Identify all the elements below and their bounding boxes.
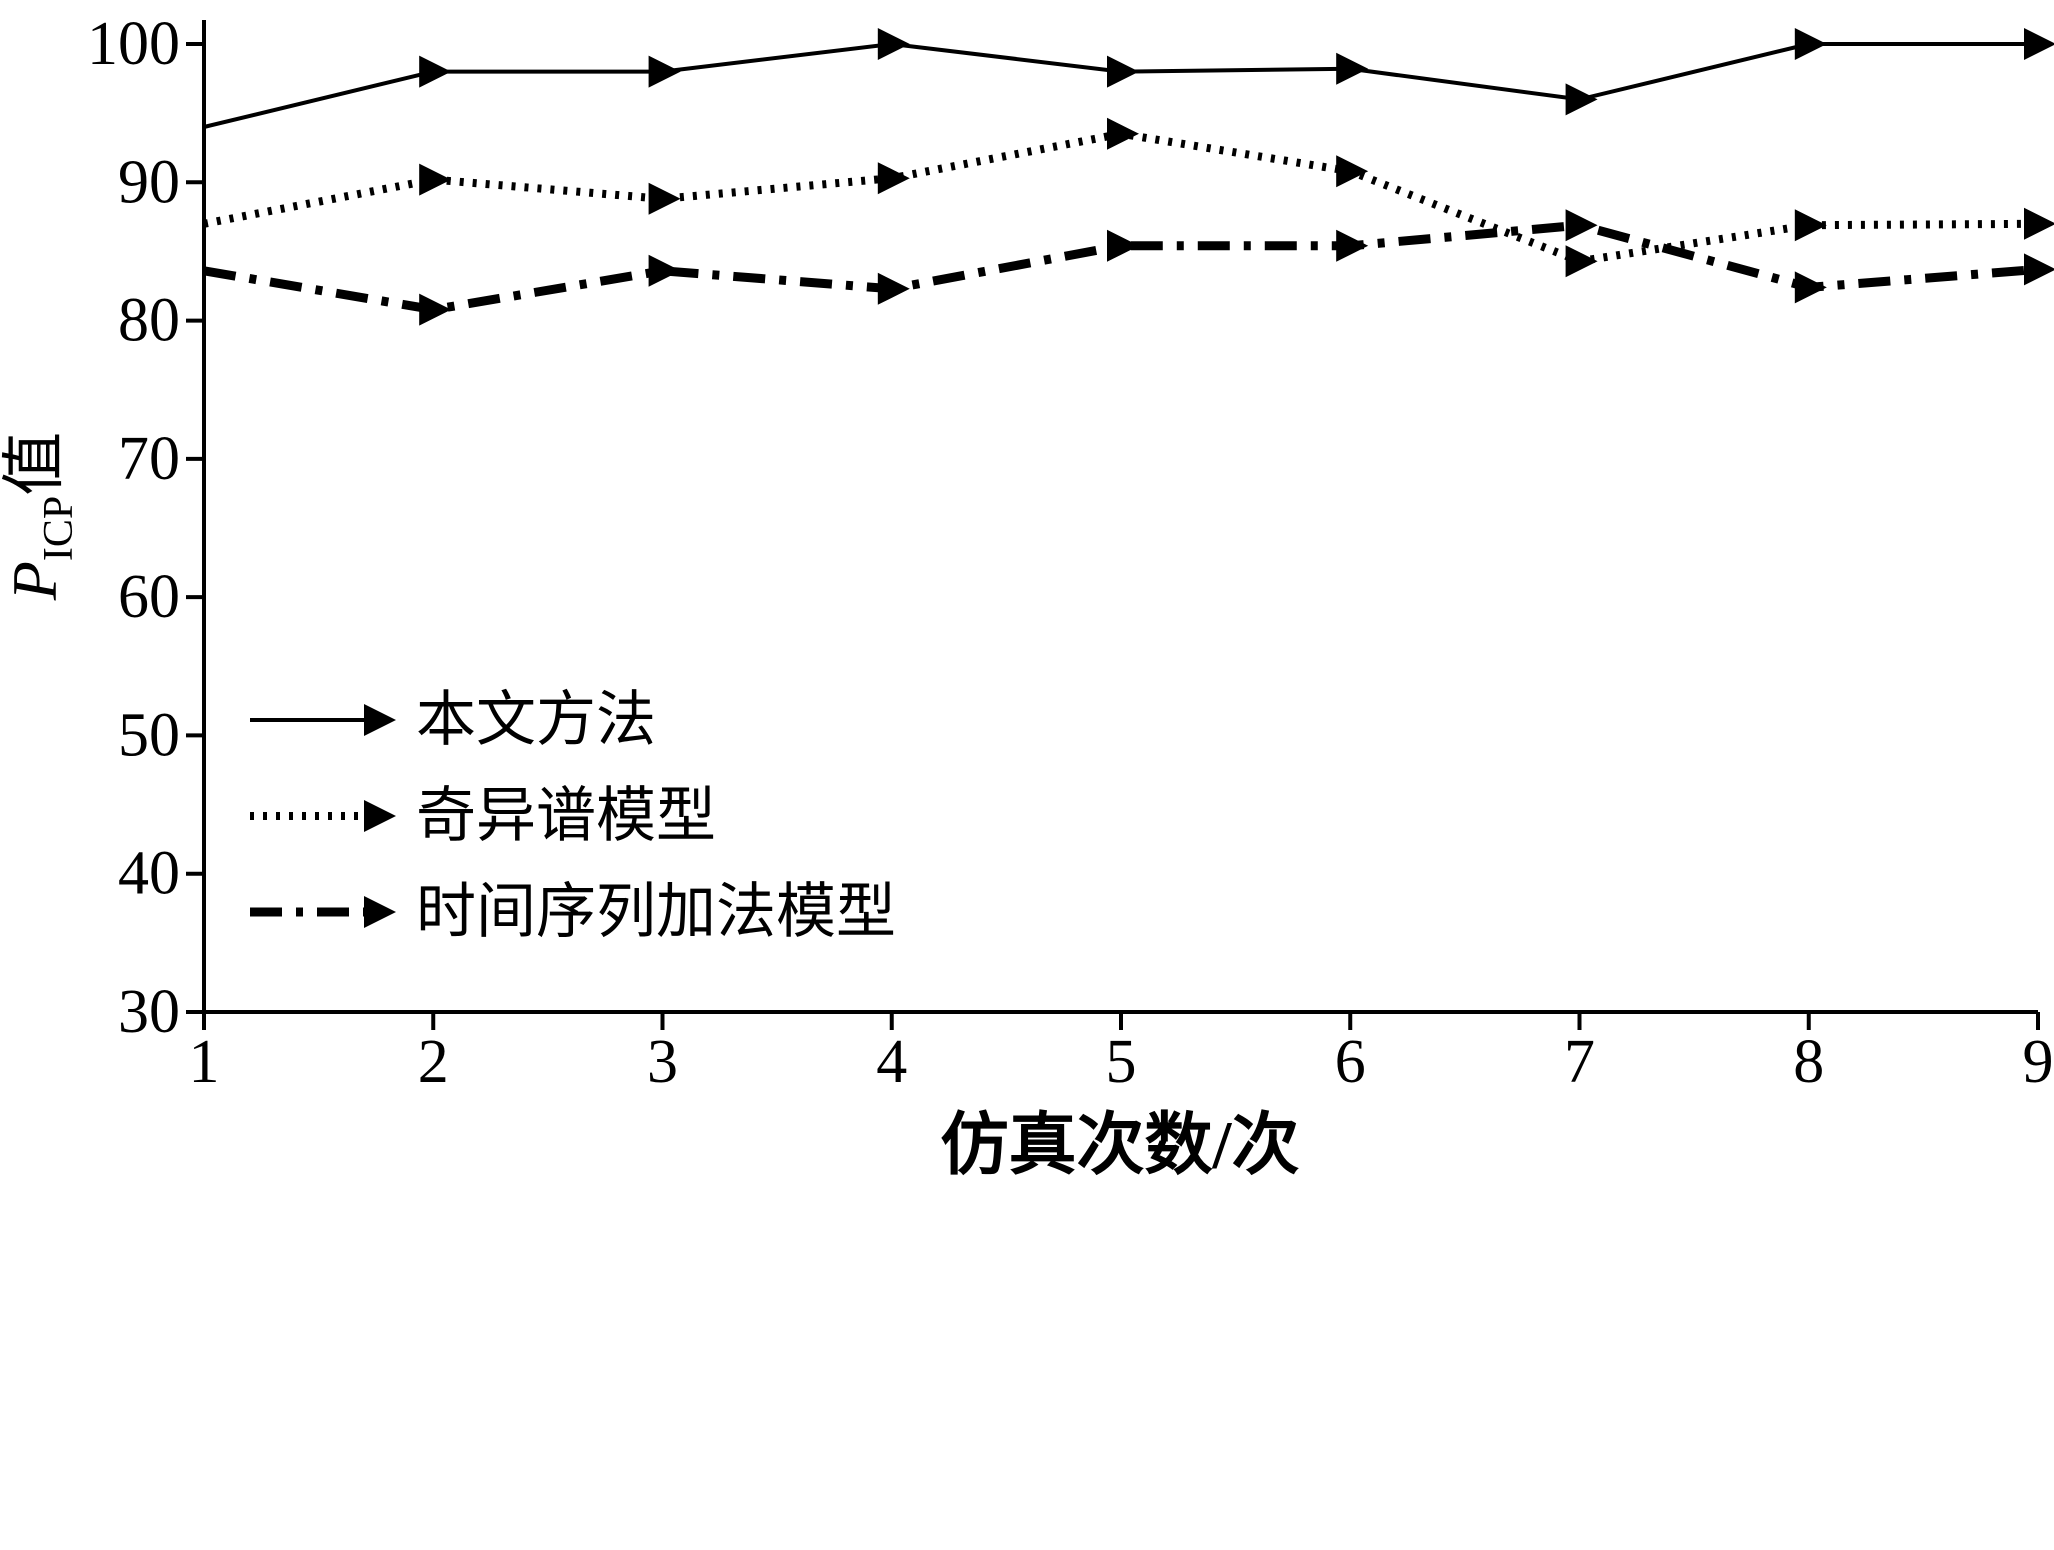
legend-label: 奇异谱模型 (416, 783, 716, 849)
series-3-marker (1336, 229, 1369, 262)
x-axis-title: 仿真次数/次 (941, 1107, 1300, 1183)
series-3-marker (419, 293, 452, 326)
x-tick-label: 5 (1106, 1028, 1137, 1096)
series-2-marker (877, 162, 910, 195)
series-3-marker (648, 254, 681, 287)
series-1-marker (1107, 55, 1139, 88)
series-line-1 (203, 41, 2038, 129)
series-3-marker (1565, 209, 1598, 242)
series-3-marker (1107, 229, 1139, 262)
x-tick-label: 2 (418, 1028, 449, 1096)
series-2-marker (1107, 117, 1139, 150)
y-axis-title-suffix: 值 (0, 432, 70, 496)
x-tick-label: 8 (1793, 1028, 1824, 1096)
legend-arrow-marker (364, 896, 396, 928)
series-3-marker (2024, 253, 2054, 286)
axes-frame (202, 20, 2038, 1014)
series-1-marker (2024, 28, 2054, 60)
legend-item: 时间序列加法模型 (250, 879, 896, 945)
series-1-marker (1565, 83, 1598, 116)
series-1-marker (419, 55, 452, 88)
series-3-marker (877, 272, 910, 305)
x-tick-label: 4 (876, 1028, 907, 1096)
y-tick-label: 80 (118, 287, 180, 355)
y-tick-label: 40 (118, 840, 180, 908)
series-line-2 (203, 129, 2039, 266)
series-2-marker (1336, 155, 1369, 188)
y-axis-title: PICP值 (0, 432, 82, 601)
y-tick-label: 30 (118, 978, 180, 1046)
y-tick-label: 90 (118, 148, 180, 216)
plot-area: 30 40 50 60 70 80 90 100 1 2 3 4 5 6 7 8 9 本文方法奇异谱模型时间序列加… (87, 10, 2054, 1096)
y-tick-label: 70 (118, 425, 180, 493)
y-axis-title-symbol: P (0, 561, 70, 601)
legend-arrow-marker (364, 704, 396, 736)
series-2-marker (648, 182, 681, 215)
legend-label: 本文方法 (416, 687, 656, 753)
y-axis-title-subscript: ICP (36, 496, 82, 561)
legend-item: 奇异谱模型 (250, 783, 716, 849)
series-2-marker (1565, 245, 1598, 278)
series-1-marker (648, 55, 681, 88)
y-tick-label: 50 (118, 701, 180, 769)
legend-arrow-marker (364, 800, 396, 832)
x-tick-label: 6 (1335, 1028, 1366, 1096)
series-2-marker (419, 163, 452, 196)
series-line-3 (203, 220, 2039, 315)
series-2-marker (2024, 207, 2054, 240)
x-tick-label: 7 (1564, 1028, 1595, 1096)
x-tick-label: 3 (647, 1028, 678, 1096)
series-1-marker (1336, 52, 1369, 85)
x-tick-label: 9 (2023, 1028, 2054, 1096)
series-3-marker (1794, 271, 1827, 304)
y-tick-label: 100 (87, 10, 180, 78)
series-2-marker (1794, 209, 1827, 242)
y-tick-label: 60 (118, 563, 180, 631)
series-1-marker (877, 28, 910, 60)
series-1-marker (1794, 28, 1827, 60)
legend-label: 时间序列加法模型 (416, 879, 896, 945)
legend-item: 本文方法 (250, 687, 656, 753)
x-tick-label: 1 (189, 1028, 220, 1096)
